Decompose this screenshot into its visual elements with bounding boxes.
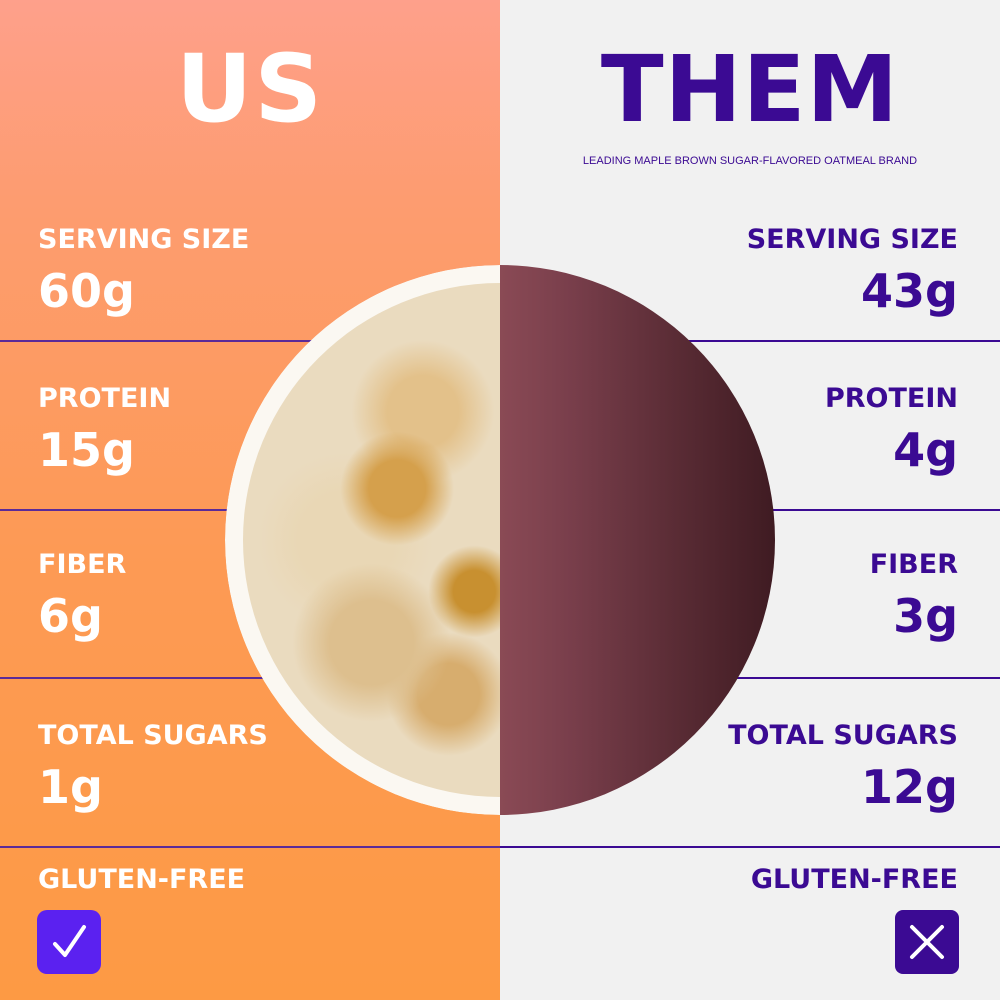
us-fiber-label: FIBER xyxy=(38,549,127,580)
oatmeal-bowl-image xyxy=(225,265,500,815)
them-subtitle: LEADING MAPLE BROWN SUGAR-FLAVORED OATME… xyxy=(582,155,918,167)
us-protein-label: PROTEIN xyxy=(38,383,172,414)
them-total-sugars-label: TOTAL SUGARS xyxy=(728,720,958,751)
us-divider xyxy=(0,340,500,342)
them-divider xyxy=(500,340,1000,342)
us-title: US xyxy=(175,35,325,144)
them-divider xyxy=(500,677,1000,679)
x-icon xyxy=(895,910,959,974)
us-serving-size-value: 60g xyxy=(38,264,135,318)
them-gluten-free-label: GLUTEN-FREE xyxy=(750,864,958,895)
check-icon xyxy=(37,910,101,974)
us-protein-value: 15g xyxy=(38,423,135,477)
us-divider xyxy=(0,677,500,679)
us-serving-size-label: SERVING SIZE xyxy=(38,224,250,255)
them-serving-size-value: 43g xyxy=(861,264,958,318)
them-protein-label: PROTEIN xyxy=(824,383,958,414)
them-total-sugars-value: 12g xyxy=(861,760,958,814)
them-fiber-value: 3g xyxy=(893,589,958,643)
them-protein-value: 4g xyxy=(893,423,958,477)
us-total-sugars-label: TOTAL SUGARS xyxy=(38,720,268,751)
us-gluten-free-label: GLUTEN-FREE xyxy=(38,864,246,895)
them-title: THEM xyxy=(600,36,900,143)
us-total-sugars-value: 1g xyxy=(38,760,103,814)
us-divider xyxy=(0,846,500,848)
them-serving-size-label: SERVING SIZE xyxy=(746,224,958,255)
them-divider xyxy=(500,846,1000,848)
us-fiber-value: 6g xyxy=(38,589,103,643)
them-fiber-label: FIBER xyxy=(869,549,958,580)
